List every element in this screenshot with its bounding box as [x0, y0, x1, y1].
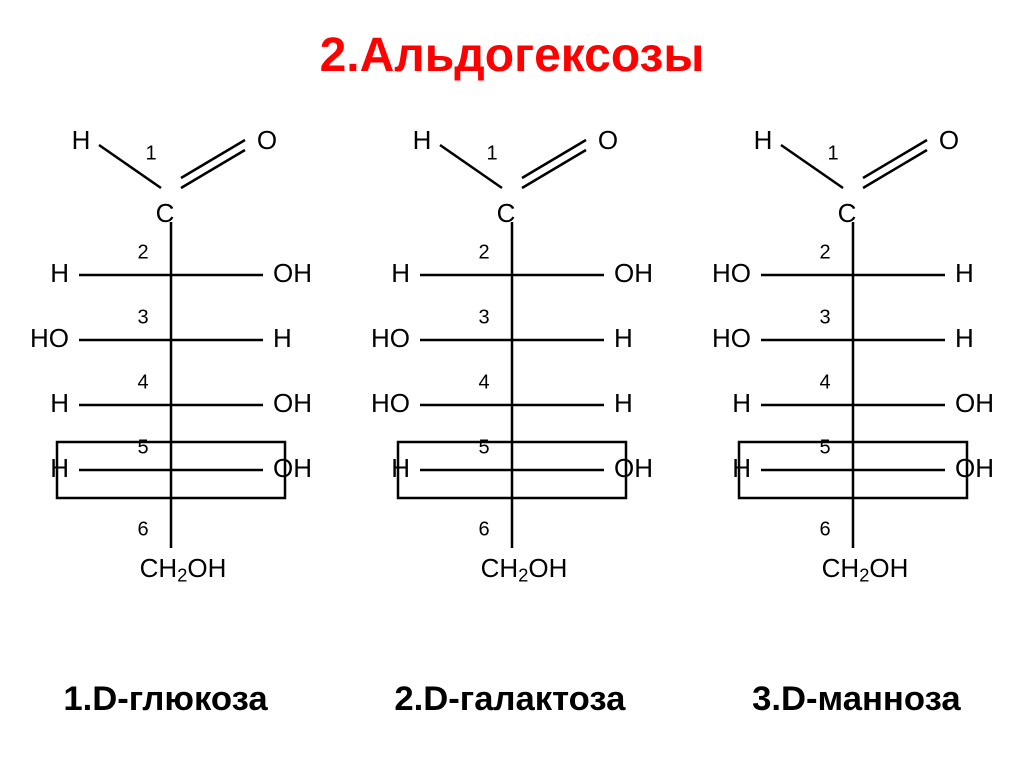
right-sub-3: H: [955, 323, 974, 353]
aldehyde-o: O: [598, 125, 618, 155]
aldehyde-h: H: [413, 125, 432, 155]
right-sub-5: OH: [614, 453, 653, 483]
carbon-num-3: 3: [820, 306, 831, 328]
carbon-num-4: 4: [478, 371, 489, 393]
carbon-num-4: 4: [820, 371, 831, 393]
left-sub-5: H: [50, 453, 69, 483]
bond-c-o-1: [522, 140, 586, 178]
bottom-ch2oh: CH2OH: [139, 553, 226, 585]
carbon-num-1: 1: [828, 142, 839, 164]
right-sub-4: OH: [273, 388, 312, 418]
carbon-num-1: 1: [145, 142, 156, 164]
bond-c-o-2: [522, 150, 586, 188]
molecule-galactose-svg: HO1C2HOH3HOH4HOH5HOH6CH2OH: [362, 110, 662, 630]
right-sub-5: OH: [955, 453, 994, 483]
left-sub-4: H: [50, 388, 69, 418]
right-sub-2: OH: [614, 258, 653, 288]
left-sub-4: HO: [371, 388, 410, 418]
carbon-num-5: 5: [820, 436, 831, 458]
carbon-num-4: 4: [137, 371, 148, 393]
bond-c-o-2: [863, 150, 927, 188]
caption-galactose: 2.D-галактоза: [394, 680, 625, 719]
right-sub-3: H: [614, 323, 633, 353]
carbon-num-5: 5: [137, 436, 148, 458]
molecule-glucose: HO1C2HOH3HOH4HOH5HOH6CH2OH: [21, 110, 321, 630]
carbon-num-3: 3: [478, 306, 489, 328]
molecule-mannose: HO1C2HOH3HOH4HOH5HOH6CH2OH: [703, 110, 1003, 630]
right-sub-5: OH: [273, 453, 312, 483]
left-sub-2: HO: [712, 258, 751, 288]
bottom-ch2oh: CH2OH: [481, 553, 568, 585]
carbon-num-2: 2: [820, 241, 831, 263]
left-sub-3: HO: [30, 323, 69, 353]
left-sub-2: H: [391, 258, 410, 288]
carbon-num-6: 6: [478, 518, 489, 540]
right-sub-2: H: [955, 258, 974, 288]
bond-c-o-1: [863, 140, 927, 178]
page-title: 2.Альдогексозы: [0, 28, 1024, 83]
left-sub-3: HO: [371, 323, 410, 353]
carbon-num-1: 1: [486, 142, 497, 164]
caption-mannose: 3.D-манноза: [752, 680, 961, 719]
aldehyde-o: O: [939, 125, 959, 155]
molecule-mannose-svg: HO1C2HOH3HOH4HOH5HOH6CH2OH: [703, 110, 1003, 630]
aldehyde-h: H: [71, 125, 90, 155]
right-sub-4: OH: [955, 388, 994, 418]
carbon-num-2: 2: [478, 241, 489, 263]
carbon-num-6: 6: [137, 518, 148, 540]
left-sub-5: H: [733, 453, 752, 483]
right-sub-3: H: [273, 323, 292, 353]
bond-c-o-1: [181, 140, 245, 178]
left-sub-4: H: [733, 388, 752, 418]
left-sub-2: H: [50, 258, 69, 288]
carbon-num-2: 2: [137, 241, 148, 263]
left-sub-3: HO: [712, 323, 751, 353]
right-sub-2: OH: [273, 258, 312, 288]
carbon-num-6: 6: [820, 518, 831, 540]
page: 2.Альдогексозы HO1C2HOH3HOH4HOH5HOH6CH2O…: [0, 0, 1024, 768]
bond-c-o-2: [181, 150, 245, 188]
aldehyde-h: H: [754, 125, 773, 155]
captions-row: 1.D-глюкоза 2.D-галактоза 3.D-манноза: [0, 680, 1024, 719]
molecule-glucose-svg: HO1C2HOH3HOH4HOH5HOH6CH2OH: [21, 110, 321, 630]
aldehyde-o: O: [257, 125, 277, 155]
left-sub-5: H: [391, 453, 410, 483]
right-sub-4: H: [614, 388, 633, 418]
molecule-galactose: HO1C2HOH3HOH4HOH5HOH6CH2OH: [362, 110, 662, 630]
carbon-num-5: 5: [478, 436, 489, 458]
caption-glucose: 1.D-глюкоза: [63, 680, 267, 719]
molecules-row: HO1C2HOH3HOH4HOH5HOH6CH2OH HO1C2HOH3HOH4…: [0, 110, 1024, 630]
carbon-num-3: 3: [137, 306, 148, 328]
bottom-ch2oh: CH2OH: [822, 553, 909, 585]
